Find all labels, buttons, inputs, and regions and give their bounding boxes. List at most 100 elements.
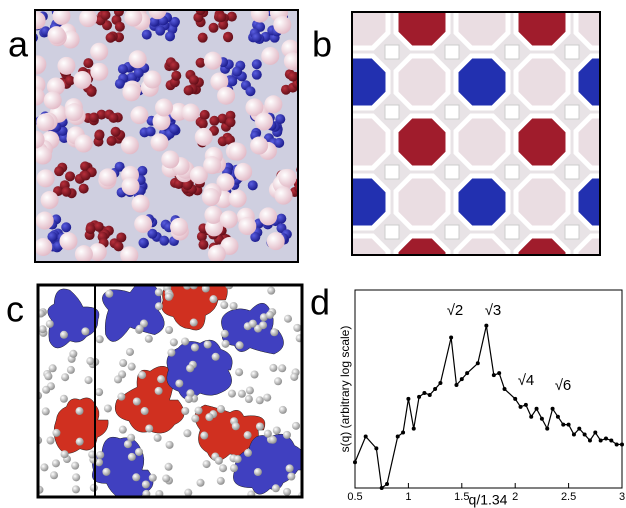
bead	[60, 395, 68, 403]
bead	[46, 320, 54, 328]
square-pore	[445, 285, 459, 299]
sphere	[114, 7, 124, 17]
panel-label: a	[8, 24, 29, 65]
data-point	[454, 383, 458, 387]
square-pore	[565, 45, 579, 59]
sphere	[198, 240, 208, 250]
x-axis-label: q/1.34	[469, 492, 508, 508]
data-point	[406, 397, 410, 401]
sphere	[130, 106, 148, 124]
octagon	[456, 236, 508, 288]
sphere	[198, 119, 208, 129]
sphere	[264, 95, 282, 113]
octagon	[396, 236, 448, 288]
data-point	[433, 387, 437, 391]
data-point	[476, 361, 480, 365]
sphere	[229, 190, 247, 208]
sphere	[209, 23, 219, 33]
square-pore	[505, 285, 519, 299]
sphere	[54, 166, 64, 176]
octagon	[456, 0, 508, 48]
bead	[185, 395, 193, 403]
bead	[138, 371, 146, 379]
data-point	[460, 377, 464, 381]
sphere	[267, 232, 285, 250]
data-point	[513, 397, 517, 401]
bead	[67, 366, 75, 374]
sphere	[307, 162, 317, 172]
bead	[119, 359, 127, 367]
bead	[104, 404, 112, 412]
sphere	[255, 112, 273, 130]
bead	[52, 459, 60, 467]
bead	[209, 295, 217, 303]
bead	[183, 429, 191, 437]
bead	[44, 372, 52, 380]
data-point	[380, 486, 384, 490]
bead	[221, 330, 229, 338]
bead	[61, 373, 69, 381]
octagon	[516, 176, 568, 228]
sphere	[203, 156, 221, 174]
sphere	[122, 177, 140, 195]
bead	[126, 348, 134, 356]
square-pore	[385, 45, 399, 59]
sphere	[204, 52, 222, 70]
bead	[283, 488, 291, 496]
bead	[155, 387, 163, 395]
octagon	[456, 116, 508, 168]
square-pore	[445, 105, 459, 119]
bead	[157, 375, 165, 383]
bead	[186, 364, 194, 372]
octagon	[516, 116, 568, 168]
bead	[181, 407, 189, 415]
sphere	[169, 124, 179, 134]
sphere	[209, 116, 219, 126]
bead	[124, 440, 132, 448]
sphere	[306, 170, 316, 180]
sphere	[138, 238, 148, 248]
bead	[191, 344, 199, 352]
bead	[195, 407, 203, 415]
sphere	[132, 195, 150, 213]
bead	[145, 425, 153, 433]
sphere	[245, 86, 255, 96]
sphere	[81, 171, 91, 181]
sphere	[101, 10, 111, 20]
bead	[76, 438, 84, 446]
bead	[269, 436, 277, 444]
bead	[105, 290, 113, 298]
bead	[283, 431, 291, 439]
sphere	[65, 103, 83, 121]
peak-annotation: √6	[555, 377, 572, 394]
bead	[244, 431, 252, 439]
sphere	[306, 86, 316, 96]
bead	[190, 319, 198, 327]
square-pore	[385, 165, 399, 179]
bead	[235, 368, 243, 376]
data-point	[422, 391, 426, 395]
sphere	[34, 147, 52, 165]
sphere	[90, 63, 108, 81]
sphere	[75, 135, 93, 153]
bead	[236, 341, 244, 349]
bead	[204, 341, 212, 349]
x-tick-label: 2.5	[561, 491, 576, 503]
bead	[96, 335, 104, 343]
sphere	[44, 91, 62, 109]
bead	[117, 393, 125, 401]
data-point	[545, 427, 549, 431]
data-point	[572, 433, 576, 437]
sphere	[28, 55, 46, 73]
bead	[133, 397, 141, 405]
sphere	[302, 188, 312, 198]
data-point	[364, 435, 368, 439]
sphere	[75, 245, 93, 263]
x-tick-label: 0.5	[347, 491, 362, 503]
panel-label: c	[6, 289, 24, 330]
data-point	[567, 423, 571, 427]
sphere	[220, 210, 238, 228]
octagon	[336, 176, 388, 228]
square-pore	[505, 225, 519, 239]
bead	[114, 375, 122, 383]
